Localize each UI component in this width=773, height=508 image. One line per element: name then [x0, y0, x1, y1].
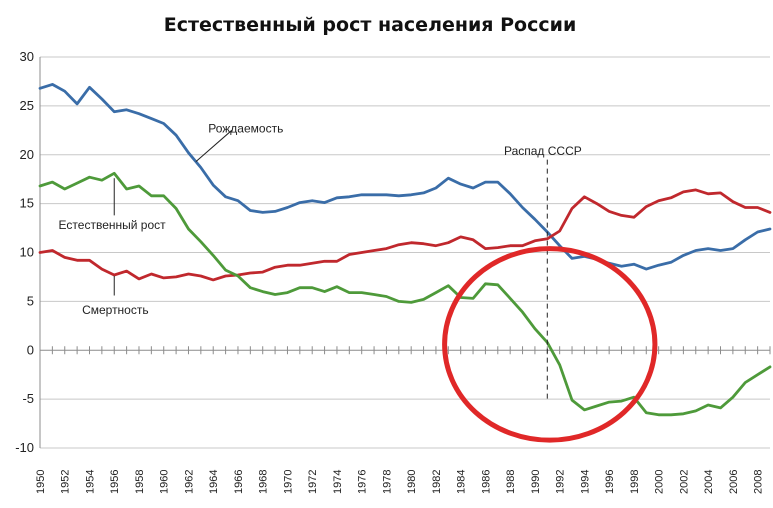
x-tick-label: 1996 [604, 470, 616, 494]
annotation-layer: Рождаемость Естественный рост Смертность Ра… [59, 121, 658, 443]
x-tick-label: 1966 [233, 470, 245, 494]
y-tick-label: 15 [20, 196, 34, 211]
x-tick-label: 2008 [753, 470, 765, 494]
x-tick-label: 1982 [431, 470, 443, 494]
series-line [38, 83, 772, 271]
x-tick-label: 1984 [456, 470, 468, 494]
series-layer [38, 83, 772, 417]
x-tick-label: 1970 [282, 470, 294, 494]
grid-layer [40, 56, 770, 449]
x-tick-label: 2000 [654, 470, 666, 494]
x-tick-label: 1968 [258, 470, 270, 494]
y-tick-label: 30 [20, 49, 34, 64]
x-tick-label: 1952 [60, 470, 72, 494]
x-tick-label: 2002 [678, 470, 690, 494]
y-tick-label: 25 [20, 98, 34, 113]
series-line [38, 188, 772, 282]
y-tick-label: 0 [27, 342, 34, 357]
x-tick-label: 1986 [480, 470, 492, 494]
series-line [38, 171, 772, 417]
y-tick-label: 10 [20, 245, 34, 260]
x-tick-label: 2006 [728, 470, 740, 494]
x-tick-label: 1964 [208, 470, 220, 494]
x-tick-label: 1974 [332, 470, 344, 494]
x-tick-label: 1960 [159, 470, 171, 494]
x-tick-label: 1962 [183, 470, 195, 494]
x-tick-label: 1992 [555, 470, 567, 494]
x-tick-label: 1956 [109, 470, 121, 494]
x-tick-label: 1954 [84, 470, 96, 494]
x-tick-label: 1998 [629, 470, 641, 494]
x-tick-label: 1978 [381, 470, 393, 494]
annotation-label: Распад СССР [504, 144, 582, 158]
x-tick-label: 2004 [703, 470, 715, 494]
chart-title: Естественный рост населения России [164, 14, 577, 36]
x-tick-label: 1990 [530, 470, 542, 494]
annotation-label: Естественный рост [59, 218, 167, 232]
annotation-label: Рождаемость [208, 121, 283, 135]
x-tick-label: 1980 [406, 470, 418, 494]
x-tick-label: 1972 [307, 470, 319, 494]
x-tick-label: 1976 [357, 470, 369, 494]
axes-layer: -10 -5 0 5 10 15 20 25 30 1950 1952 1954 1956 1958 196… [15, 49, 771, 494]
y-tick-label: -10 [15, 440, 34, 455]
y-tick-label: 5 [27, 293, 34, 308]
highlight-circle [442, 246, 658, 443]
annotation-leader [195, 129, 233, 162]
y-tick-label: 20 [20, 147, 34, 162]
x-tick-label: 1988 [505, 470, 517, 494]
annotation-label: Смертность [82, 303, 149, 317]
x-tick-label: 1994 [579, 470, 591, 494]
y-tick-label: -5 [22, 391, 34, 406]
x-tick-label: 1958 [134, 470, 146, 494]
x-tick-label: 1950 [35, 470, 47, 494]
